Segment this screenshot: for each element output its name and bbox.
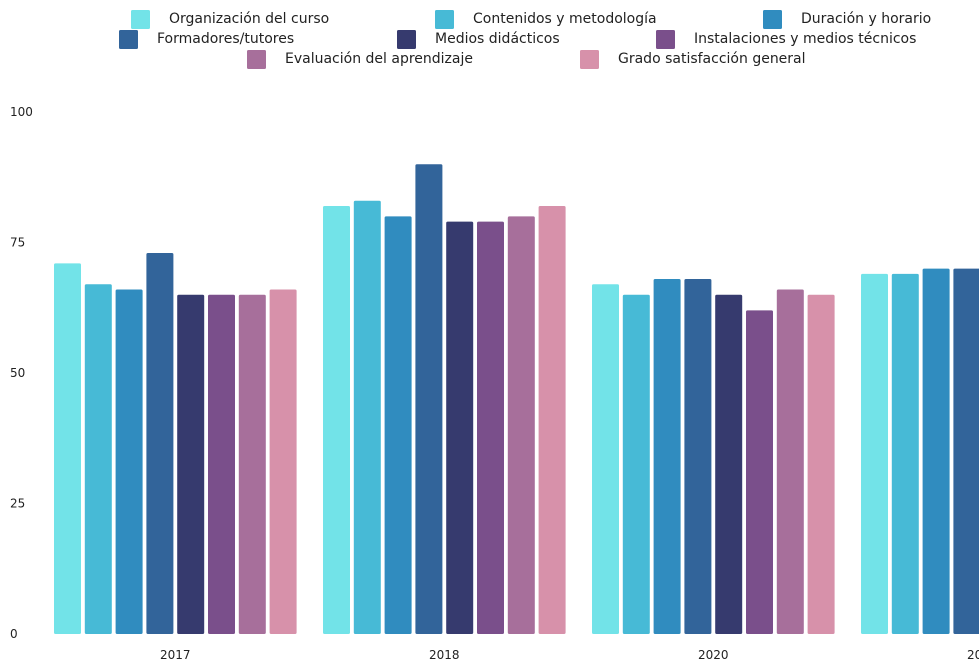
bar-2017-s0	[54, 263, 81, 634]
bar-2020-s6	[776, 289, 804, 634]
bar-2021-s0	[861, 273, 888, 634]
bar-2017-s5	[208, 294, 235, 634]
y-tick-label: 100	[10, 105, 33, 119]
bar-2017-s4	[177, 294, 205, 634]
y-tick-label: 0	[10, 627, 18, 641]
bar-2021-s2	[922, 268, 950, 634]
bar-2020-s7	[807, 294, 835, 634]
legend-label: Organización del curso	[169, 11, 329, 27]
legend-swatch	[397, 30, 416, 49]
legend-swatch	[435, 10, 454, 29]
y-tick-label: 25	[10, 497, 25, 511]
bar-2020-s2	[653, 279, 681, 634]
legend-label: Evaluación del aprendizaje	[285, 51, 473, 67]
legend-label: Instalaciones y medios técnicos	[694, 31, 916, 47]
bar-2018-s6	[507, 216, 535, 634]
bar-2017-s1	[84, 284, 112, 634]
x-tick-label: 2018	[429, 648, 460, 662]
legend-swatch	[656, 30, 675, 49]
legend-label: Medios didácticos	[435, 31, 560, 47]
bar-2020-s1	[622, 294, 650, 634]
bar-2017-s3	[146, 252, 174, 634]
legend: Organización del curso Contenidos y metod…	[119, 10, 931, 69]
bar-2018-s2	[384, 216, 412, 634]
y-tick-label: 75	[10, 236, 25, 250]
x-tick-label: 2021	[967, 648, 979, 662]
legend-swatch	[580, 50, 599, 69]
x-tick-label: 2020	[698, 648, 729, 662]
bar-2018-s3	[415, 164, 443, 634]
bar-2021-s3	[953, 268, 979, 634]
bar-2017-s2	[115, 289, 143, 634]
legend-label: Contenidos y metodología	[473, 11, 657, 27]
legend-swatch	[131, 10, 150, 29]
bar-2020-s3	[684, 279, 712, 634]
legend-swatch	[763, 10, 782, 29]
bar-2020-s0	[592, 284, 619, 634]
legend-swatch	[119, 30, 138, 49]
bar-2018-s1	[353, 200, 381, 635]
y-tick-label: 50	[10, 366, 25, 380]
bar-2021-s1	[891, 273, 919, 634]
bar-2017-s7	[269, 289, 297, 634]
legend-label: Formadores/tutores	[157, 31, 294, 47]
legend-label: Duración y horario	[801, 11, 931, 27]
bar-2020-s5	[746, 310, 773, 634]
bar-2018-s0	[323, 205, 350, 634]
y-axis: 0 25 50 75 100	[10, 105, 33, 641]
x-tick-label: 2017	[160, 648, 191, 662]
x-axis: 2017 2018 2020 2021	[160, 648, 979, 662]
bar-2017-s6	[238, 294, 266, 634]
bar-2020-s4	[715, 294, 743, 634]
bars-group	[54, 164, 979, 635]
bar-2018-s7	[538, 205, 566, 634]
legend-label: Grado satisfacción general	[618, 51, 806, 67]
bar-2018-s5	[477, 221, 504, 634]
legend-swatch	[247, 50, 266, 69]
bar-2018-s4	[446, 221, 474, 634]
